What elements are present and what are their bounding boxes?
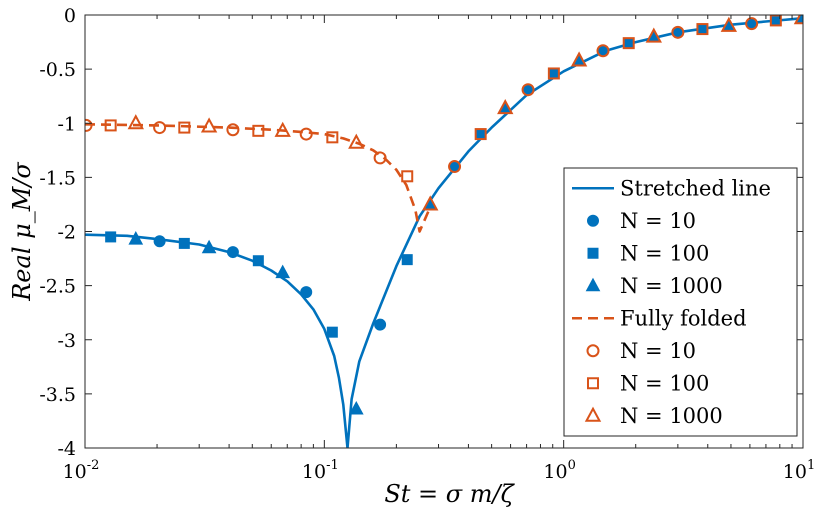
legend-label: Fully folded <box>620 306 747 330</box>
legend-square-swatch <box>587 247 599 259</box>
folded-square-marker <box>474 128 487 141</box>
y-tick-label: -1 <box>57 113 76 135</box>
legend-item: N = 100 <box>587 241 709 265</box>
stretched-square-marker <box>105 231 117 243</box>
folded-square-marker <box>622 37 635 50</box>
y-tick-label: -3 <box>57 330 76 352</box>
stretched-circle-marker <box>153 235 166 248</box>
legend-circle-swatch <box>587 214 599 227</box>
legend-label: N = 1000 <box>620 274 723 298</box>
y-tick-label: -3.5 <box>39 384 76 406</box>
folded-circle-marker <box>226 123 240 137</box>
stretched-circle-marker <box>300 286 313 299</box>
folded-square-marker <box>104 119 117 132</box>
folded-square-marker <box>252 124 265 137</box>
legend-label: N = 10 <box>620 339 696 363</box>
x-tick-label: 101 <box>783 458 815 483</box>
folded-triangle-marker <box>720 16 738 32</box>
stretched-triangle-marker <box>348 400 364 415</box>
folded-circle-marker <box>373 151 387 165</box>
legend-item: N = 100 <box>587 371 709 395</box>
y-axis-label: Real μ_M/σ <box>8 162 36 302</box>
folded-circle-marker <box>745 17 759 31</box>
legend-box <box>563 167 798 437</box>
folded-square-marker <box>547 67 560 80</box>
x-tick-label: 100 <box>543 458 575 483</box>
folded-circle-marker <box>85 118 93 132</box>
stretched-square-marker <box>326 326 338 338</box>
y-tick-label: -2 <box>57 222 76 244</box>
stretched-square-marker <box>401 254 413 266</box>
legend-item: N = 10 <box>587 209 696 233</box>
legend-label: N = 100 <box>620 371 709 395</box>
stretched-square-marker <box>475 128 487 140</box>
folded-square-marker <box>696 23 709 36</box>
folded-triangle-marker <box>497 98 514 115</box>
stretched-triangle-marker <box>275 264 291 279</box>
plot-layer <box>85 15 803 448</box>
folded-circle-marker <box>521 83 535 97</box>
folded-circle-marker <box>153 121 167 135</box>
folded-triangle-marker <box>793 15 803 25</box>
legend-label: N = 100 <box>620 241 709 265</box>
y-tick-label: -1.5 <box>39 167 76 189</box>
legend-circle-swatch <box>586 344 600 358</box>
y-tick-label: -2.5 <box>39 276 76 298</box>
folded-triangle-marker <box>645 27 662 43</box>
stretched-triangle-marker <box>128 231 144 245</box>
stretched-square-marker <box>252 255 264 267</box>
stretched-square-marker <box>548 67 560 79</box>
stretched-triangle-marker <box>201 239 217 254</box>
legend-label: N = 10 <box>620 209 696 233</box>
folded-circle-marker <box>596 44 610 58</box>
legend-triangle-swatch <box>584 406 602 422</box>
stretched-square-marker <box>178 237 190 249</box>
stretched-square-marker <box>623 37 635 49</box>
folded-square-marker <box>326 131 339 144</box>
x-axis-label: St = σ m/ζ <box>384 480 515 508</box>
folded-square-marker <box>178 121 191 134</box>
y-tick-label: -4 <box>57 438 76 460</box>
legend-label: N = 1000 <box>620 404 723 428</box>
y-tick-label: -0.5 <box>39 59 76 81</box>
legend-item: Stretched line <box>572 176 771 200</box>
legend-triangle-swatch <box>585 277 601 292</box>
legend-item: Fully folded <box>572 306 747 330</box>
folded-triangle-marker <box>422 195 439 211</box>
legend: Stretched line N = 10 N = 100 N = 1000 Fully… <box>563 167 798 437</box>
folded-triangle-marker <box>348 133 365 149</box>
folded-square-marker <box>401 170 414 183</box>
stretched-circle-marker <box>374 318 387 331</box>
x-tick-label: 10-2 <box>63 458 100 483</box>
folded-triangle-marker <box>200 117 218 133</box>
series-line-fully-folded <box>85 123 433 233</box>
legend-item: N = 10 <box>586 339 696 363</box>
legend-item: N = 1000 <box>584 404 723 428</box>
legend-square-swatch <box>587 377 599 390</box>
y-tick-label: 0 <box>64 5 76 27</box>
stretched-square-marker <box>696 23 708 35</box>
x-tick-label: 10-1 <box>302 458 339 483</box>
folded-triangle-marker <box>570 51 588 67</box>
folded-circle-marker <box>448 160 462 174</box>
folded-triangle-marker <box>274 121 291 137</box>
folded-circle-marker <box>671 25 685 39</box>
legend-label: Stretched line <box>620 176 771 200</box>
folded-circle-marker <box>299 127 313 141</box>
axes-layer: 0 -0.5 -1 -1.5 -2 -2.5 -3 -3.5 -410-2 10-1 100 101 <box>39 5 815 483</box>
folded-triangle-marker <box>127 114 144 130</box>
legend-item: N = 1000 <box>585 274 723 298</box>
stretched-circle-marker <box>226 246 239 259</box>
